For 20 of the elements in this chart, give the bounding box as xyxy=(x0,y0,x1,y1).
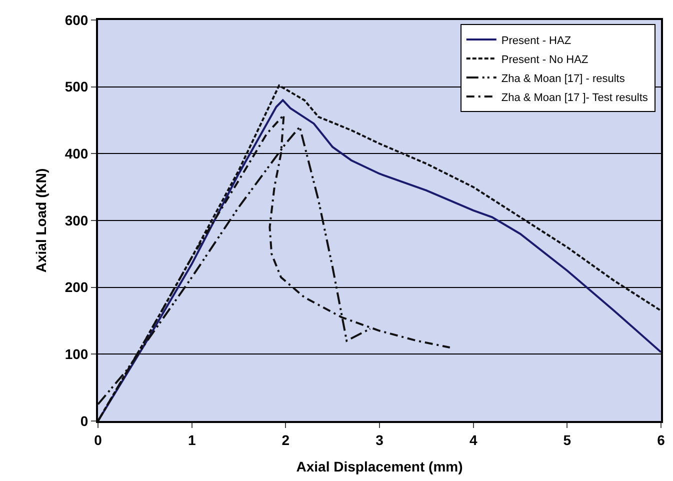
y-tick-label: 100 xyxy=(64,346,88,362)
legend-label: Zha & Moan [17 ]- Test results xyxy=(501,92,648,104)
x-axis-title: Axial Displacement (mm) xyxy=(296,458,463,475)
x-tick-label: 3 xyxy=(376,432,384,448)
y-tick-label: 200 xyxy=(64,279,88,296)
x-tick-label: 5 xyxy=(563,432,572,448)
y-tick-label: 600 xyxy=(64,12,88,28)
y-tick-label: 0 xyxy=(80,412,88,429)
y-tick-label: 400 xyxy=(64,146,88,162)
y-axis-title: Axial Load (KN) xyxy=(32,168,49,273)
x-tick-label: 6 xyxy=(657,432,666,448)
x-tick-label: 2 xyxy=(282,432,290,448)
y-tick-label: 300 xyxy=(64,212,88,228)
x-tick-label: 4 xyxy=(469,432,478,448)
x-tick-label: 0 xyxy=(94,432,102,448)
y-tick-label: 500 xyxy=(64,78,88,95)
x-tick-label: 1 xyxy=(188,432,196,448)
legend-label: Present - No HAZ xyxy=(501,54,588,66)
legend-label: Zha & Moan [17] - results xyxy=(501,72,626,85)
legend-label: Present - HAZ xyxy=(501,34,572,47)
